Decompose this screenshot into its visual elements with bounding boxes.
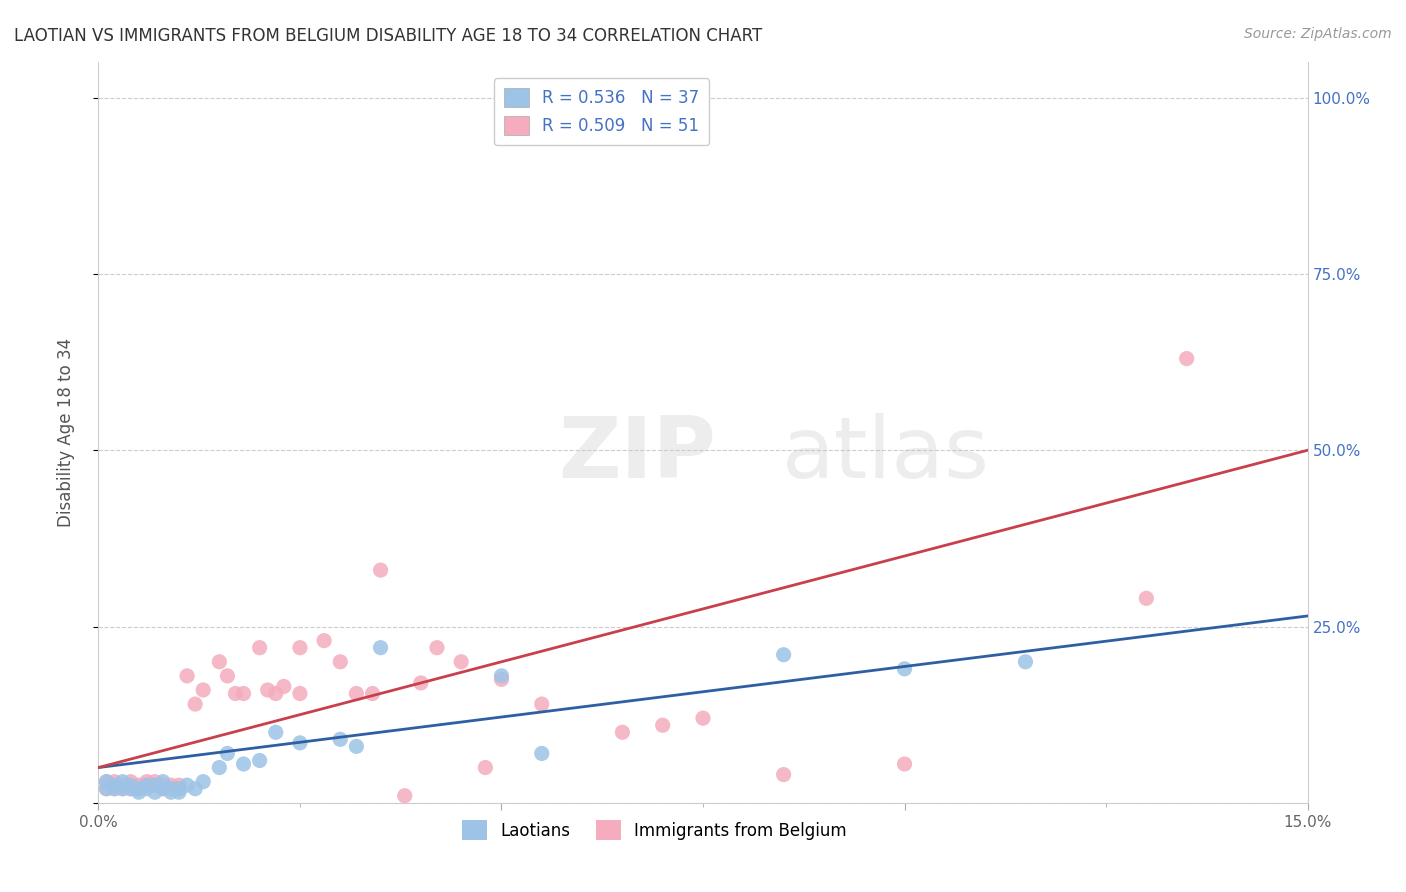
Point — [111, 774, 134, 789]
Point — [120, 781, 142, 796]
Point — [344, 686, 367, 700]
Point — [772, 767, 794, 781]
Point — [167, 778, 190, 792]
Point — [288, 640, 311, 655]
Point — [288, 686, 311, 700]
Point — [450, 655, 472, 669]
Point — [232, 757, 254, 772]
Point — [143, 785, 166, 799]
Point — [176, 778, 198, 792]
Point — [329, 732, 352, 747]
Point — [394, 789, 416, 803]
Point — [530, 697, 553, 711]
Point — [530, 747, 553, 761]
Point — [208, 760, 231, 774]
Point — [208, 655, 231, 669]
Point — [893, 662, 915, 676]
Point — [120, 781, 142, 796]
Point — [128, 778, 150, 792]
Point — [135, 778, 157, 792]
Point — [152, 778, 174, 792]
Point — [409, 676, 432, 690]
Point — [288, 736, 311, 750]
Point — [491, 673, 513, 687]
Text: Source: ZipAtlas.com: Source: ZipAtlas.com — [1244, 27, 1392, 41]
Point — [256, 683, 278, 698]
Point — [96, 781, 118, 796]
Point — [370, 563, 392, 577]
Point — [612, 725, 634, 739]
Point — [893, 757, 915, 772]
Point — [184, 781, 207, 796]
Point — [273, 680, 295, 694]
Point — [232, 686, 254, 700]
Point — [128, 785, 150, 799]
Point — [224, 686, 246, 700]
Point — [135, 774, 157, 789]
Point — [1014, 655, 1036, 669]
Point — [111, 781, 134, 796]
Point — [103, 778, 125, 792]
Point — [120, 774, 142, 789]
Point — [193, 683, 215, 698]
Point — [217, 747, 239, 761]
Point — [474, 760, 496, 774]
Point — [143, 774, 166, 789]
Point — [264, 686, 287, 700]
Point — [1135, 591, 1157, 606]
Legend: Laotians, Immigrants from Belgium: Laotians, Immigrants from Belgium — [456, 814, 853, 847]
Point — [103, 781, 125, 796]
Point — [160, 778, 183, 792]
Y-axis label: Disability Age 18 to 34: Disability Age 18 to 34 — [56, 338, 75, 527]
Point — [152, 781, 174, 796]
Point — [1175, 351, 1198, 366]
Point — [264, 725, 287, 739]
Point — [426, 640, 449, 655]
Point — [314, 633, 336, 648]
Text: LAOTIAN VS IMMIGRANTS FROM BELGIUM DISABILITY AGE 18 TO 34 CORRELATION CHART: LAOTIAN VS IMMIGRANTS FROM BELGIUM DISAB… — [14, 27, 762, 45]
Point — [135, 778, 157, 792]
Point — [184, 697, 207, 711]
Point — [96, 781, 118, 796]
Point — [344, 739, 367, 754]
Point — [772, 648, 794, 662]
Point — [111, 778, 134, 792]
Point — [651, 718, 673, 732]
Point — [176, 669, 198, 683]
Point — [217, 669, 239, 683]
Text: ZIP: ZIP — [558, 413, 716, 496]
Point — [152, 774, 174, 789]
Point — [128, 781, 150, 796]
Point — [143, 778, 166, 792]
Point — [692, 711, 714, 725]
Point — [143, 778, 166, 792]
Point — [160, 785, 183, 799]
Point — [370, 640, 392, 655]
Point — [249, 754, 271, 768]
Point — [167, 781, 190, 796]
Point — [103, 781, 125, 796]
Point — [96, 774, 118, 789]
Point — [193, 774, 215, 789]
Point — [167, 781, 190, 796]
Point — [96, 774, 118, 789]
Point — [167, 785, 190, 799]
Point — [152, 781, 174, 796]
Point — [111, 781, 134, 796]
Point — [160, 781, 183, 796]
Text: atlas: atlas — [782, 413, 990, 496]
Point — [103, 774, 125, 789]
Point — [249, 640, 271, 655]
Point — [135, 781, 157, 796]
Point — [128, 781, 150, 796]
Point — [120, 778, 142, 792]
Point — [361, 686, 384, 700]
Point — [329, 655, 352, 669]
Point — [491, 669, 513, 683]
